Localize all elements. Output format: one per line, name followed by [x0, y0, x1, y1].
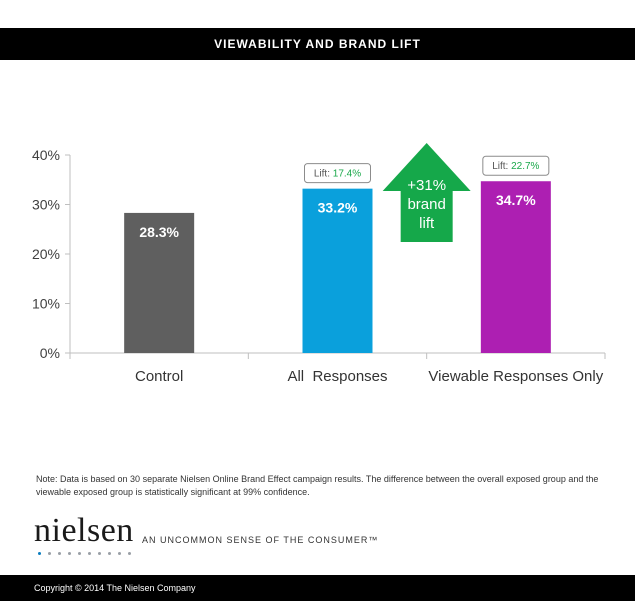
- bar-value-label: 33.2%: [318, 200, 358, 216]
- lift-callout-box: [482, 155, 550, 176]
- chart-header: VIEWABILITY AND BRAND LIFT: [0, 28, 635, 60]
- brand-lift-arrow-label: brand: [407, 196, 445, 213]
- brand-lift-arrow-label: +31%: [407, 177, 446, 194]
- logo-text: nielsen: [34, 512, 134, 549]
- copyright-bar: Copyright © 2014 The Nielsen Company: [0, 575, 635, 601]
- lift-callout-label: Lift: 17.4%: [314, 169, 361, 180]
- y-tick-label: 20%: [32, 246, 60, 262]
- lift-callout-box: [304, 163, 371, 184]
- brand-lift-arrow: [382, 143, 471, 242]
- copyright-text: Copyright © 2014 The Nielsen Company: [34, 583, 196, 593]
- category-label: All Responses: [287, 368, 387, 385]
- bar-value-label: 28.3%: [139, 224, 179, 240]
- y-tick-label: 40%: [32, 147, 60, 163]
- bar-0: [124, 212, 195, 353]
- nielsen-logo: nielsen: [34, 512, 134, 555]
- footnote: Note: Data is based on 30 separate Niels…: [36, 474, 599, 497]
- logo-dots: [38, 552, 131, 555]
- chart-title: VIEWABILITY AND BRAND LIFT: [214, 37, 421, 51]
- y-tick-label: 10%: [32, 296, 60, 312]
- bar-2: [480, 181, 551, 353]
- bar-value-label: 34.7%: [496, 192, 536, 208]
- bar-1: [302, 188, 373, 353]
- y-tick-label: 0%: [40, 345, 60, 361]
- category-label: Control: [135, 368, 183, 385]
- tagline: AN UNCOMMON SENSE OF THE CONSUMER™: [142, 535, 379, 545]
- lift-callout-label: Lift: 22.7%: [492, 161, 539, 172]
- bar-chart: 0% 10% 20% 30% 40% 28.3% Control 33.2% All Respo…: [32, 143, 606, 385]
- y-tick-label: 30%: [32, 197, 60, 213]
- brand-lift-arrow-label: lift: [419, 215, 435, 232]
- category-label: Viewable Responses Only: [428, 368, 603, 385]
